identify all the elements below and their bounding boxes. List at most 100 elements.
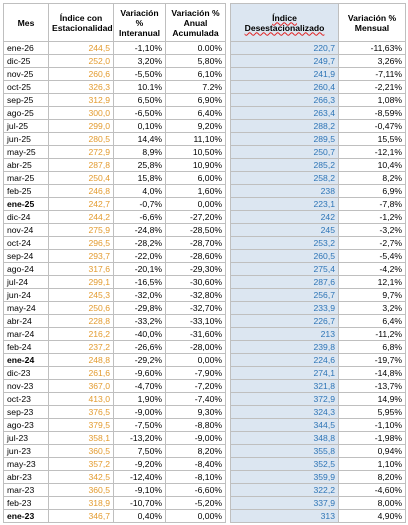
table-row: ene-23 346,7 0,40% 0,00% 313 4,90% [3, 509, 406, 523]
value-cell: -3,2% [338, 223, 406, 237]
table-row: feb-25 246,8 4,0% 1,60% 238 6,9% [3, 184, 406, 198]
value-cell: 228,8 [48, 314, 114, 328]
value-cell: 287,6 [230, 275, 339, 289]
value-cell: 275,4 [230, 262, 339, 276]
value-cell: 250,6 [48, 301, 114, 315]
table-row: sep-25 312,9 6,50% 6,90% 266,3 1,08% [3, 93, 406, 107]
month-cell: oct-23 [3, 392, 49, 406]
value-cell: 8,20% [338, 470, 406, 484]
value-cell: -7,90% [165, 366, 226, 380]
value-cell: -6,6% [113, 210, 166, 224]
table-row: ago-24 317,6 -20,1% -29,30% 275,4 -4,2% [3, 262, 406, 276]
month-cell: feb-23 [3, 496, 49, 510]
header-text: Mes [17, 17, 35, 28]
value-cell: -9,10% [113, 483, 166, 497]
value-cell: -9,00% [165, 431, 226, 445]
value-cell: 413,0 [48, 392, 114, 406]
value-cell: 348,8 [230, 431, 339, 445]
value-cell: -7,20% [165, 379, 226, 393]
value-cell: 360,5 [48, 483, 114, 497]
value-cell: -7,8% [338, 197, 406, 211]
table-row: sep-24 293,7 -22,0% -28,60% 260,5 -5,4% [3, 249, 406, 263]
month-cell: ago-24 [3, 262, 49, 276]
value-cell: 285,2 [230, 158, 339, 172]
month-cell: ene-24 [3, 353, 49, 367]
value-cell: 324,3 [230, 405, 339, 419]
value-cell: -27,20% [165, 210, 226, 224]
month-cell: abr-25 [3, 158, 49, 172]
value-cell: 11,10% [165, 132, 226, 146]
value-cell: -33,2% [113, 314, 166, 328]
table-row: mar-25 250,4 15,8% 6,00% 258,2 8,2% [3, 171, 406, 185]
table-row: nov-25 260,6 -5,50% 6,10% 241,9 -7,11% [3, 67, 406, 81]
month-cell: sep-23 [3, 405, 49, 419]
value-cell: 10,4% [338, 158, 406, 172]
table-row: ene-25 242,7 -0,7% 0,00% 223,1 -7,8% [3, 197, 406, 211]
value-cell: 372,9 [230, 392, 339, 406]
value-cell: -8,10% [165, 470, 226, 484]
value-cell: 253,2 [230, 236, 339, 250]
value-cell: 6,8% [338, 340, 406, 354]
table-row: abr-23 342,5 -12,40% -8,10% 359,9 8,20% [3, 470, 406, 484]
table-row: abr-25 287,8 25,8% 10,90% 285,2 10,4% [3, 158, 406, 172]
table-row: mar-24 216,2 -40,0% -31,60% 213 -11,2% [3, 327, 406, 341]
value-cell: 1,60% [165, 184, 226, 198]
value-cell: 5,95% [338, 405, 406, 419]
value-cell: -28,70% [165, 236, 226, 250]
value-cell: -14,8% [338, 366, 406, 380]
value-cell: -7,50% [113, 418, 166, 432]
value-cell: -22,0% [113, 249, 166, 263]
value-cell: 376,5 [48, 405, 114, 419]
value-cell: 275,9 [48, 223, 114, 237]
value-cell: 9,7% [338, 288, 406, 302]
value-cell: 299,1 [48, 275, 114, 289]
value-cell: -33,10% [165, 314, 226, 328]
value-cell: 8,00% [338, 496, 406, 510]
table-row: may-23 357,2 -9,20% -8,40% 352,5 1,10% [3, 457, 406, 471]
data-table: Mes Índice con Estacionalidad Variación % … [3, 3, 406, 523]
value-cell: 1,90% [113, 392, 166, 406]
value-cell: 359,9 [230, 470, 339, 484]
table-row: dic-25 252,0 3,20% 5,80% 249,7 3,26% [3, 54, 406, 68]
table-row: ene-26 244,5 -1,10% 0.00% 220,7 -11,63% [3, 41, 406, 55]
table-row: ene-24 248,8 -29,2% 0,00% 224,6 -19,7% [3, 353, 406, 367]
value-cell: -32,80% [165, 288, 226, 302]
value-cell: -12,40% [113, 470, 166, 484]
value-cell: 6,00% [165, 171, 226, 185]
header-text: Variación % Interanual [118, 7, 161, 38]
value-cell: 220,7 [230, 41, 339, 55]
value-cell: -1,98% [338, 431, 406, 445]
value-cell: 3,26% [338, 54, 406, 68]
table-row: may-25 272,9 8,9% 10,50% 250,7 -12,1% [3, 145, 406, 159]
table-row: feb-23 318,9 -10,70% -5,20% 337,9 8,00% [3, 496, 406, 510]
value-cell: 367,0 [48, 379, 114, 393]
table-row: abr-24 228,8 -33,2% -33,10% 226,7 6,4% [3, 314, 406, 328]
value-cell: 25,8% [113, 158, 166, 172]
value-cell: -16,5% [113, 275, 166, 289]
value-cell: -10,70% [113, 496, 166, 510]
value-cell: 5,80% [165, 54, 226, 68]
value-cell: -13,20% [113, 431, 166, 445]
value-cell: -1,2% [338, 210, 406, 224]
value-cell: 10,50% [165, 145, 226, 159]
value-cell: 261,6 [48, 366, 114, 380]
value-cell: -6,60% [165, 483, 226, 497]
column-header: Índice Desestacionalizado [230, 3, 339, 42]
value-cell: 237,2 [48, 340, 114, 354]
value-cell: -28,00% [165, 340, 226, 354]
value-cell: -9,20% [113, 457, 166, 471]
value-cell: -11,2% [338, 327, 406, 341]
value-cell: 260,4 [230, 80, 339, 94]
value-cell: 10.1% [113, 80, 166, 94]
value-cell: -32,0% [113, 288, 166, 302]
value-cell: 6,90% [165, 93, 226, 107]
value-cell: -12,1% [338, 145, 406, 159]
value-cell: 14,4% [113, 132, 166, 146]
value-cell: 245 [230, 223, 339, 237]
header-text: Índice Desestacionalizado [244, 12, 325, 33]
column-header: Variación % Mensual [338, 3, 406, 42]
value-cell: 0,94% [338, 444, 406, 458]
value-cell: -29,8% [113, 301, 166, 315]
value-cell: 12,1% [338, 275, 406, 289]
value-cell: 355,8 [230, 444, 339, 458]
